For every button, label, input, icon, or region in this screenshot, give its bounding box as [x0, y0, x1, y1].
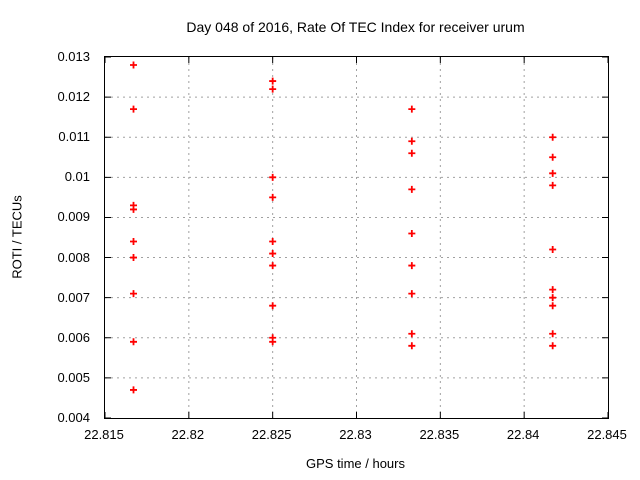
plot-canvas	[105, 57, 608, 418]
y-tick-label: 0.004	[57, 410, 90, 425]
y-axis-title: ROTI / TECUs	[9, 195, 25, 279]
data-points-ROTI	[130, 61, 557, 394]
y-tick-label: 0.012	[57, 89, 90, 105]
chart-title: Day 048 of 2016, Rate Of TEC Index for r…	[186, 19, 525, 35]
y-tick-label: 0.007	[57, 289, 90, 305]
tick-marks	[105, 57, 608, 418]
x-tick-label: 22.845	[587, 427, 627, 442]
x-axis-title: GPS time / hours	[306, 456, 405, 471]
x-tick-label: 22.835	[419, 427, 460, 442]
plot-area	[104, 56, 609, 419]
y-tick-label: 0.009	[57, 209, 90, 225]
x-tick-label: 22.84	[506, 427, 540, 442]
y-tick-label: 0.01	[64, 169, 90, 185]
y-tick-label: 0.006	[57, 329, 90, 345]
y-tick-label: 0.005	[57, 369, 90, 385]
x-tick-label: 22.82	[171, 427, 205, 442]
grid-lines	[105, 57, 608, 418]
x-tick-label: 22.815	[84, 427, 124, 442]
x-tick-label: 22.825	[251, 427, 292, 442]
y-tick-label: 0.011	[58, 129, 90, 145]
y-tick-label: 0.013	[57, 49, 90, 64]
y-tick-label: 0.008	[57, 249, 90, 265]
x-tick-label: 22.83	[339, 427, 372, 442]
